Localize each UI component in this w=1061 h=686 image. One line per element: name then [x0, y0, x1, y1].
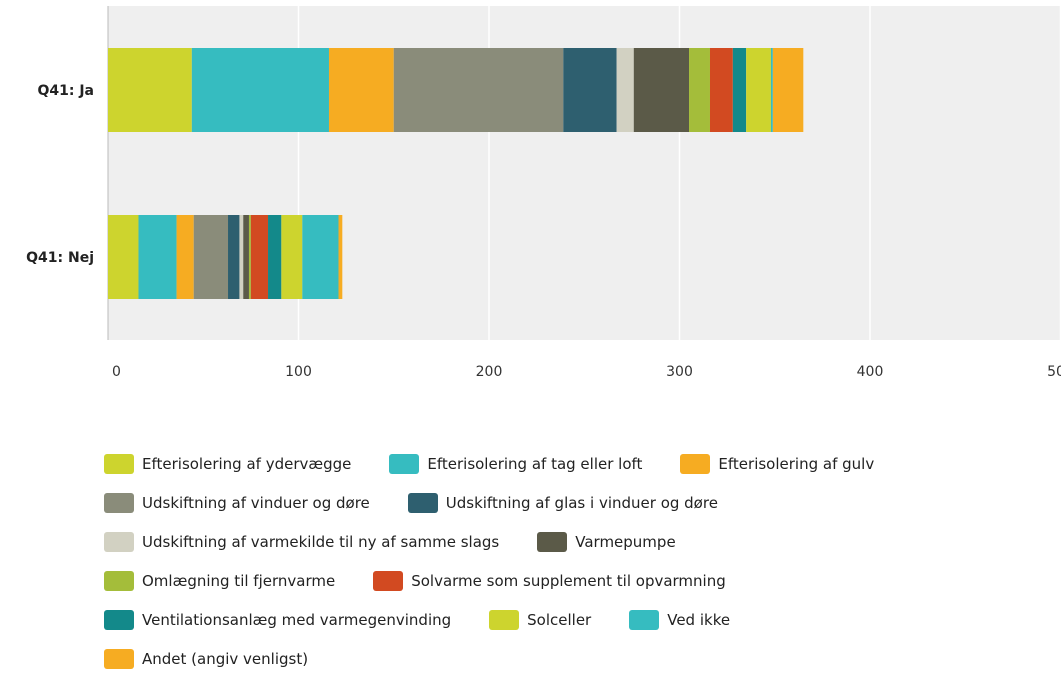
legend-label: Udskiftning af glas i vinduer og døre [445, 493, 718, 512]
legend-label: Udskiftning af varmekilde til ny af samm… [142, 532, 500, 551]
x-tick-label: 200 [476, 364, 503, 380]
bar-segment [772, 48, 804, 132]
bar-segment [193, 215, 229, 299]
bar-segment [138, 215, 177, 299]
x-tick-label: 400 [857, 364, 884, 380]
bar-segment [176, 215, 194, 299]
bar-segment [328, 48, 394, 132]
bar-segment [108, 48, 192, 132]
category-label: Q41: Nej [26, 250, 94, 266]
bar-segment [302, 215, 339, 299]
bar-segment [616, 48, 634, 132]
x-tick-label: 300 [666, 364, 693, 380]
legend-row: Andet (angiv venligst) [104, 647, 1044, 670]
bar-segment [268, 215, 282, 299]
bar-segment [770, 48, 773, 132]
legend-label: Efterisolering af ydervægge [142, 454, 352, 473]
legend-label: Efterisolering af gulv [718, 454, 875, 473]
legend-label: Andet (angiv venligst) [142, 649, 309, 668]
legend-item: Solvarme som supplement til opvarmning [373, 570, 726, 591]
legend-item: Efterisolering af tag eller loft [389, 453, 643, 474]
bar-segment [393, 48, 564, 132]
legend-swatch [389, 453, 420, 474]
bar-segment [281, 215, 303, 299]
legend-item: Udskiftning af glas i vinduer og døre [407, 492, 718, 513]
bar-segment [243, 215, 249, 299]
bar-segment [633, 48, 690, 132]
legend-item: Andet (angiv venligst) [104, 648, 309, 669]
legend-swatch [104, 531, 134, 552]
legend-label: Solvarme som supplement til opvarmning [411, 571, 726, 590]
bar-segment [689, 48, 710, 132]
legend-item: Udskiftning af varmekilde til ny af samm… [104, 531, 500, 552]
legend-label: Varmepumpe [575, 532, 676, 551]
category-label: Q41: Ja [37, 83, 94, 99]
x-tick-label: 100 [285, 364, 312, 380]
legend-label: Ved ikke [667, 610, 731, 629]
legend-item: Varmepumpe [537, 531, 676, 552]
legend-swatch [680, 453, 711, 474]
legend-item: Udskiftning af vinduer og døre [104, 492, 370, 513]
bar-segment [239, 215, 244, 299]
legend-item: Efterisolering af ydervægge [104, 453, 352, 474]
bar-segment [228, 215, 240, 299]
legend-row: Efterisolering af ydervægge Efterisolerin… [104, 452, 1044, 475]
legend-swatch [629, 609, 660, 630]
bar-segment [250, 215, 269, 299]
bar-segment [709, 48, 733, 132]
legend: Efterisolering af ydervægge Efterisolerin… [104, 452, 1044, 686]
legend-label: Solceller [527, 610, 592, 629]
bar-segment [191, 48, 329, 132]
legend-item: Efterisolering af gulv [680, 453, 875, 474]
legend-swatch [104, 453, 134, 474]
legend-label: Udskiftning af vinduer og døre [142, 493, 370, 512]
legend-row: Udskiftning af varmekilde til ny af samm… [104, 530, 1044, 553]
legend-row: Ventilationsanlæg med varmegenvinding Sol… [104, 608, 1044, 631]
stacked-bar-chart: Q41: Ja Q41: Nej 0 100 200 300 400 500 [26, 6, 1061, 380]
bar-segment [248, 215, 251, 299]
legend-swatch [537, 531, 568, 552]
legend-swatch [104, 570, 134, 591]
legend-label: Efterisolering af tag eller loft [427, 454, 643, 473]
legend-swatch [407, 492, 438, 513]
legend-swatch [373, 570, 404, 591]
legend-item: Ved ikke [629, 609, 731, 630]
category-labels: Q41: Ja Q41: Nej [26, 83, 94, 266]
x-tick-labels: 0 100 200 300 400 500 [112, 364, 1061, 380]
legend-label: Ventilationsanlæg med varmegenvinding [142, 610, 452, 629]
legend-row: Udskiftning af vinduer og døre Udskiftnin… [104, 491, 1044, 514]
x-tick-label: 500 [1047, 364, 1061, 380]
legend-swatch [104, 609, 134, 630]
bar-segment [108, 215, 139, 299]
legend-swatch [104, 492, 134, 513]
bar-segment [746, 48, 771, 132]
bar-segment [732, 48, 747, 132]
bar-segment [338, 215, 343, 299]
x-tick-label: 0 [112, 364, 121, 380]
legend-item: Ventilationsanlæg med varmegenvinding [104, 609, 452, 630]
legend-item: Omlægning til fjernvarme [104, 570, 336, 591]
legend-swatch [489, 609, 520, 630]
legend-row: Omlægning til fjernvarme Solvarme som sup… [104, 569, 1044, 592]
bar-segment [563, 48, 617, 132]
legend-label: Omlægning til fjernvarme [142, 571, 336, 590]
legend-swatch [104, 648, 134, 669]
bars [108, 48, 804, 299]
legend-item: Solceller [489, 609, 592, 630]
